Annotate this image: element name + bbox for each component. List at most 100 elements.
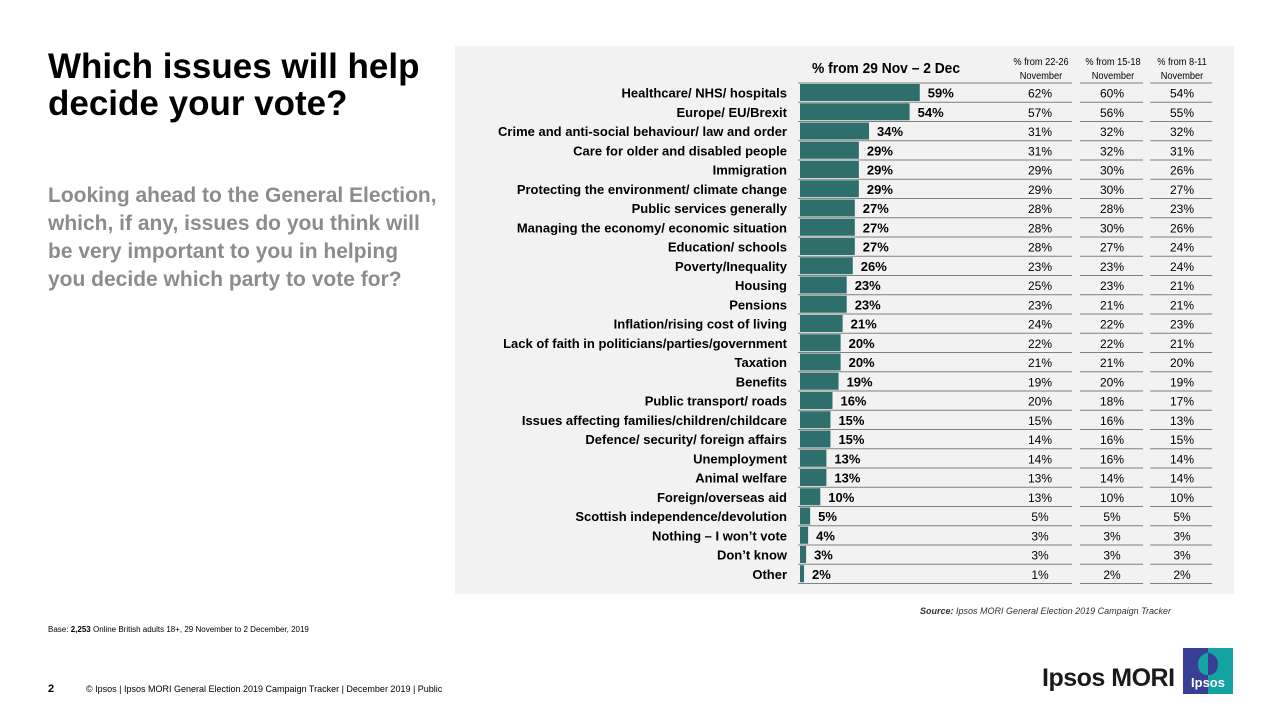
comparison-value: 22% bbox=[1100, 337, 1124, 351]
category-label: Europe/ EU/Brexit bbox=[676, 105, 787, 120]
bar-value-label: 4% bbox=[816, 528, 835, 543]
comparison-value: 56% bbox=[1100, 106, 1124, 120]
category-label: Animal welfare bbox=[695, 471, 787, 486]
bar-value-label: 13% bbox=[834, 451, 860, 466]
comparison-value: 30% bbox=[1100, 183, 1124, 197]
comparison-value: 25% bbox=[1028, 279, 1052, 293]
comparison-value: 22% bbox=[1028, 337, 1052, 351]
bar bbox=[800, 315, 843, 332]
comparison-value: 54% bbox=[1170, 87, 1194, 101]
comparison-value: 3% bbox=[1031, 549, 1049, 563]
comparison-value: 24% bbox=[1170, 241, 1194, 255]
comparison-value: 27% bbox=[1170, 183, 1194, 197]
source-note: Source: Ipsos MORI General Election 2019… bbox=[920, 606, 1171, 616]
category-label: Pensions bbox=[729, 297, 787, 312]
logo-label: Ipsos bbox=[1191, 675, 1225, 690]
category-label: Foreign/overseas aid bbox=[657, 490, 787, 505]
bar-value-label: 3% bbox=[814, 548, 833, 563]
comparison-value: 16% bbox=[1100, 433, 1124, 447]
comparison-value: 2% bbox=[1103, 568, 1121, 582]
comparison-value: 29% bbox=[1028, 183, 1052, 197]
bar bbox=[800, 526, 809, 544]
comparison-value: 13% bbox=[1028, 472, 1052, 486]
base-text: Online British adults 18+, 29 November t… bbox=[92, 625, 309, 634]
comparison-value: 23% bbox=[1028, 298, 1052, 312]
bar bbox=[800, 334, 841, 352]
category-label: Managing the economy/ economic situation bbox=[517, 220, 787, 235]
category-label: Unemployment bbox=[693, 451, 788, 466]
bar-value-label: 16% bbox=[840, 394, 866, 409]
comparison-value: 19% bbox=[1028, 375, 1052, 389]
comparison-value: 10% bbox=[1100, 491, 1124, 505]
bar bbox=[800, 276, 847, 294]
comparison-value: 30% bbox=[1100, 164, 1124, 178]
category-label: Lack of faith in politicians/parties/gov… bbox=[503, 336, 788, 351]
bar bbox=[800, 411, 831, 429]
comparison-value: 28% bbox=[1028, 241, 1052, 255]
comparison-value: 18% bbox=[1100, 395, 1124, 409]
comparison-value: 21% bbox=[1028, 356, 1052, 370]
bar bbox=[800, 180, 859, 198]
source-label: Source: bbox=[920, 606, 954, 616]
comparison-value: 28% bbox=[1028, 202, 1052, 216]
comparison-value: 3% bbox=[1173, 529, 1191, 543]
question-text: Looking ahead to the General Election, w… bbox=[48, 184, 437, 291]
category-label: Scottish independence/devolution bbox=[575, 509, 787, 524]
bar-value-label: 15% bbox=[838, 413, 864, 428]
bar bbox=[800, 122, 870, 140]
bar bbox=[800, 295, 847, 313]
comparison-value: 30% bbox=[1100, 221, 1124, 235]
comparison-value: 5% bbox=[1173, 510, 1191, 524]
bar-value-label: 54% bbox=[918, 105, 944, 120]
comparison-value: 24% bbox=[1028, 318, 1052, 332]
category-label: Don’t know bbox=[717, 548, 788, 563]
comparison-value: 13% bbox=[1170, 414, 1194, 428]
comparison-value: 21% bbox=[1170, 298, 1194, 312]
comparison-value: 15% bbox=[1170, 433, 1194, 447]
comparison-value: 3% bbox=[1173, 549, 1191, 563]
category-label: Poverty/Inequality bbox=[675, 259, 788, 274]
bar-value-label: 59% bbox=[928, 86, 954, 101]
comparison-value: 55% bbox=[1170, 106, 1194, 120]
bar bbox=[800, 199, 855, 217]
comparison-value: 5% bbox=[1103, 510, 1121, 524]
category-label: Benefits bbox=[736, 374, 787, 389]
comparison-header-2: % from 15-18 November bbox=[1085, 57, 1141, 82]
base-label: Base: bbox=[48, 625, 69, 634]
comparison-value: 32% bbox=[1100, 125, 1124, 139]
comparison-value: 32% bbox=[1170, 125, 1194, 139]
bar-value-label: 19% bbox=[847, 374, 873, 389]
category-label: Immigration bbox=[713, 163, 787, 178]
category-label: Protecting the environment/ climate chan… bbox=[517, 182, 787, 197]
bar bbox=[800, 392, 833, 409]
base-count: 2,253 bbox=[70, 625, 91, 634]
comparison-value: 62% bbox=[1028, 87, 1052, 101]
logo-head-shape-right bbox=[1208, 653, 1218, 675]
comparison-value: 14% bbox=[1170, 452, 1194, 466]
bar bbox=[800, 449, 827, 467]
comparison-header-1: % from 22-26 November bbox=[1013, 57, 1069, 82]
bar-value-label: 20% bbox=[849, 336, 875, 351]
comparison-value: 5% bbox=[1031, 510, 1049, 524]
base-note: Base: 2,253 Online British adults 18+, 2… bbox=[48, 625, 309, 634]
bar-value-label: 29% bbox=[867, 182, 893, 197]
main-series-header: % from 29 Nov – 2 Dec bbox=[812, 60, 961, 77]
bar bbox=[800, 218, 855, 236]
comparison-value: 24% bbox=[1170, 260, 1194, 274]
bar-value-label: 2% bbox=[812, 567, 831, 582]
comparison-value: 20% bbox=[1170, 356, 1194, 370]
bar bbox=[800, 257, 853, 275]
category-label: Education/ schools bbox=[668, 240, 787, 255]
comparison-value: 23% bbox=[1100, 279, 1124, 293]
comparison-value: 57% bbox=[1028, 106, 1052, 120]
comparison-value: 10% bbox=[1170, 491, 1194, 505]
comparison-value: 60% bbox=[1100, 87, 1124, 101]
footer-text: © Ipsos | Ipsos MORI General Election 20… bbox=[86, 684, 443, 694]
source-text: Ipsos MORI General Election 2019 Campaig… bbox=[956, 606, 1171, 616]
ipsos-mori-wordmark: Ipsos MORI bbox=[1042, 664, 1175, 692]
category-label: Defence/ security/ foreign affairs bbox=[585, 432, 787, 447]
category-label: Public services generally bbox=[632, 201, 788, 216]
bar-value-label: 29% bbox=[867, 143, 893, 158]
comparison-value: 14% bbox=[1100, 472, 1124, 486]
comparison-value: 23% bbox=[1028, 260, 1052, 274]
